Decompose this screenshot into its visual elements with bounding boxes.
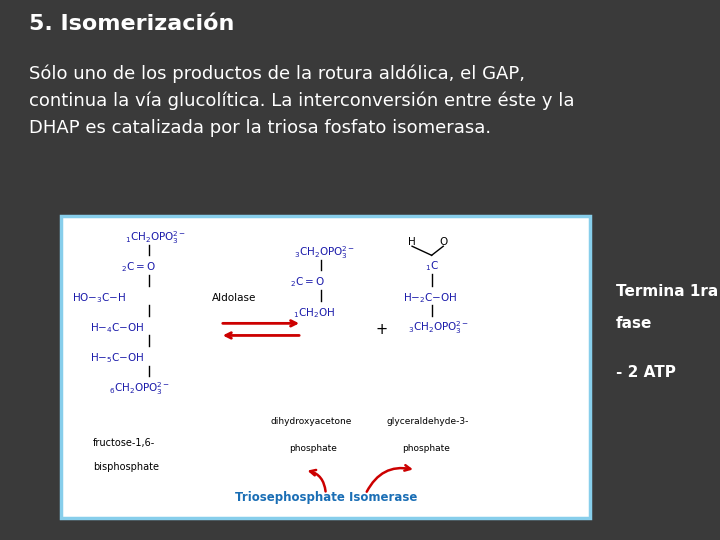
Text: - 2 ATP: - 2 ATP: [616, 365, 675, 380]
Text: glyceraldehyde-3-: glyceraldehyde-3-: [387, 417, 469, 426]
Text: fase: fase: [616, 316, 652, 332]
Text: HO$-_3$C$-$H: HO$-_3$C$-$H: [72, 291, 126, 305]
Text: Termina 1ra: Termina 1ra: [616, 284, 718, 299]
Text: 5. Isomerización: 5. Isomerización: [29, 14, 234, 33]
Text: fructose-1,6-: fructose-1,6-: [93, 438, 156, 448]
Text: $_2$C$=$O: $_2$C$=$O: [121, 260, 156, 274]
Text: phosphate: phosphate: [289, 444, 337, 454]
Text: O: O: [440, 237, 448, 247]
Text: H$-_4$C$-$OH: H$-_4$C$-$OH: [90, 321, 145, 335]
FancyBboxPatch shape: [61, 216, 590, 518]
Text: $_6$CH$_2$OPO$_3^{2-}$: $_6$CH$_2$OPO$_3^{2-}$: [109, 380, 170, 397]
Text: phosphate: phosphate: [402, 444, 451, 454]
Text: Aldolase: Aldolase: [212, 293, 256, 302]
Text: $_3$CH$_2$OPO$_3^{2-}$: $_3$CH$_2$OPO$_3^{2-}$: [408, 320, 469, 336]
Text: $_1$CH$_2$OPO$_3^{2-}$: $_1$CH$_2$OPO$_3^{2-}$: [125, 229, 186, 246]
Text: bisphosphate: bisphosphate: [93, 462, 159, 472]
Text: H$-_5$C$-$OH: H$-_5$C$-$OH: [90, 351, 145, 365]
Text: H$-_2$C$-$OH: H$-_2$C$-$OH: [402, 291, 457, 305]
Text: +: +: [375, 322, 387, 337]
Text: dihydroxyacetone: dihydroxyacetone: [270, 417, 351, 426]
Text: $_1$CH$_2$OH: $_1$CH$_2$OH: [293, 306, 335, 320]
Text: $_3$CH$_2$OPO$_3^{2-}$: $_3$CH$_2$OPO$_3^{2-}$: [294, 244, 355, 261]
Text: Sólo uno de los productos de la rotura aldólica, el GAP,
continua la vía glucolí: Sólo uno de los productos de la rotura a…: [29, 65, 575, 137]
Text: $_1$C: $_1$C: [426, 259, 439, 273]
Text: $_2$C$=$O: $_2$C$=$O: [290, 275, 325, 289]
Text: H: H: [408, 237, 415, 247]
Text: Triosephosphate Isomerase: Triosephosphate Isomerase: [235, 491, 417, 504]
